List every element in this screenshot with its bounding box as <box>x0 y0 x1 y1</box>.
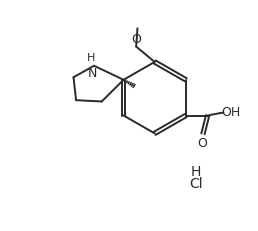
Text: O: O <box>198 137 207 150</box>
Text: Cl: Cl <box>189 177 203 191</box>
Text: OH: OH <box>221 106 240 119</box>
Text: H: H <box>190 165 201 179</box>
Text: O: O <box>131 33 141 46</box>
Text: H: H <box>87 53 96 63</box>
Text: N: N <box>87 67 97 80</box>
